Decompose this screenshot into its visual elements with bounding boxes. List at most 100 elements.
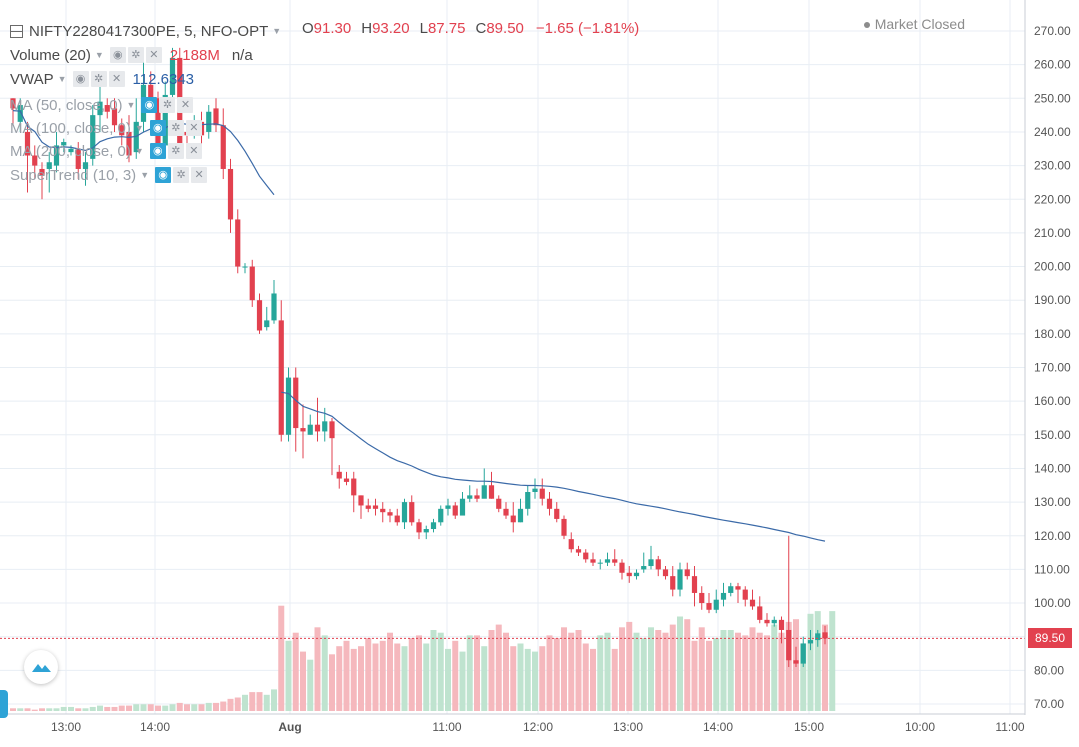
volume-bar [452, 640, 459, 711]
chevron-down-icon[interactable]: ▼ [57, 74, 67, 84]
candle-body [561, 518, 567, 536]
volume-bar [829, 611, 836, 711]
indicator-supertrend-name[interactable]: SuperTrend (10, 3) [10, 166, 137, 184]
price-tick-label: 150.00 [1034, 428, 1071, 442]
gear-icon[interactable]: ✲ [167, 120, 184, 136]
volume-bar [619, 627, 625, 711]
indicator-volume-name[interactable]: Volume (20) [10, 46, 91, 64]
close-icon[interactable]: ✕ [185, 120, 202, 136]
indicator-ma100-name[interactable]: MA (100, close, 0) [10, 119, 131, 137]
volume-bar [423, 643, 430, 711]
candle-body [285, 377, 292, 435]
eye-icon[interactable]: ◉ [155, 167, 172, 183]
gear-icon[interactable]: ✲ [173, 167, 190, 183]
price-tick-label: 260.00 [1034, 58, 1071, 72]
indicator-ma200-name[interactable]: MA (200, close, 0) [10, 142, 131, 160]
volume-bar [510, 646, 517, 711]
gear-icon[interactable]: ✲ [90, 71, 107, 87]
sidebar-toggle[interactable] [0, 690, 8, 718]
volume-bar [10, 708, 16, 711]
volume-bar [176, 702, 183, 711]
indicator-ma200[interactable]: MA (200, close, 0) ▼ ◉ ✲ ✕ [10, 140, 204, 162]
indicator-ma100[interactable]: MA (100, close, 0) ▼ ◉ ✲ ✕ [10, 117, 204, 139]
candle-body [633, 572, 640, 577]
candle-body [271, 293, 277, 321]
gear-icon[interactable]: ✲ [159, 97, 176, 113]
candle-body [452, 505, 458, 516]
indicator-vwap-value: 112.6343 [132, 70, 194, 88]
indicator-volume-value: 2.188M [169, 46, 220, 64]
chevron-down-icon[interactable]: ▼ [134, 146, 144, 156]
volume-bar [140, 704, 147, 711]
volume-bar [24, 708, 31, 711]
candle-body [438, 508, 444, 523]
volume-bar [256, 692, 263, 711]
candle-body [474, 495, 480, 499]
volume-bar [568, 632, 575, 711]
volume-bar [31, 709, 38, 711]
volume-bar [198, 704, 205, 711]
close-icon[interactable]: ✕ [145, 47, 162, 63]
tradingview-logo-button[interactable] [24, 650, 58, 684]
volume-bar [242, 694, 248, 711]
candle-body [670, 576, 676, 590]
chevron-down-icon[interactable]: ▼ [272, 26, 282, 36]
chevron-down-icon[interactable]: ▼ [94, 50, 104, 60]
close-icon[interactable]: ✕ [185, 143, 202, 159]
chevron-down-icon[interactable]: ▼ [126, 100, 136, 110]
volume-bar [82, 708, 89, 711]
time-tick-label: 10:00 [905, 720, 935, 734]
candle-body [793, 660, 799, 664]
indicator-supertrend[interactable]: SuperTrend (10, 3) ▼ ◉ ✲ ✕ [10, 164, 209, 186]
eye-icon[interactable]: ◉ [149, 120, 166, 136]
eye-icon[interactable]: ◉ [141, 97, 158, 113]
indicator-ma50[interactable]: MA (50, close, 0) ▼ ◉ ✲ ✕ [10, 94, 195, 116]
volume-bar [358, 646, 364, 711]
indicator-vwap[interactable]: VWAP ▼ ◉ ✲ ✕ 112.6343 [10, 68, 194, 90]
volume-bar [437, 632, 444, 711]
symbol-title[interactable]: NIFTY2280417300PE, 5, NFO-OPT [29, 22, 269, 40]
volume-bar [227, 698, 234, 711]
close-icon[interactable]: ✕ [177, 97, 194, 113]
candle-body [539, 488, 545, 499]
candle-body [604, 559, 611, 563]
candle-body [800, 643, 806, 664]
volume-bar [677, 616, 683, 711]
gear-icon[interactable]: ✲ [127, 47, 144, 63]
chevron-down-icon[interactable]: ▼ [140, 170, 150, 180]
volume-bar [379, 640, 386, 711]
price-tick-label: 200.00 [1034, 260, 1071, 274]
close-icon[interactable]: ✕ [108, 71, 125, 87]
volume-bar [481, 646, 488, 711]
volume-bar [97, 705, 103, 711]
candle-body [278, 320, 284, 435]
eye-icon[interactable]: ◉ [72, 71, 89, 87]
candle-body [459, 498, 466, 516]
candle-body [684, 569, 690, 577]
candle-body [778, 619, 785, 630]
candle-body [90, 115, 96, 159]
candle-body [525, 492, 531, 509]
eye-icon[interactable]: ◉ [149, 143, 166, 159]
candle-body [771, 619, 777, 624]
chevron-down-icon[interactable]: ▼ [134, 123, 144, 133]
indicator-vwap-name[interactable]: VWAP [10, 70, 54, 88]
candle-body [749, 599, 756, 607]
volume-bar [39, 708, 45, 711]
gear-icon[interactable]: ✲ [167, 143, 184, 159]
candle-body [583, 552, 589, 560]
volume-bar [532, 651, 538, 711]
eye-icon[interactable]: ◉ [109, 47, 126, 63]
candle-body [82, 162, 89, 169]
candle-body [314, 424, 321, 432]
candle-body [699, 592, 705, 604]
volume-bar [764, 635, 770, 711]
volume-bar [89, 706, 96, 711]
close-icon[interactable]: ✕ [191, 167, 208, 183]
indicator-ma50-name[interactable]: MA (50, close, 0) [10, 96, 123, 114]
volume-bar [546, 635, 553, 711]
indicator-volume[interactable]: Volume (20) ▼ ◉ ✲ ✕ 2.188M n/a [10, 44, 253, 66]
volume-bar [220, 701, 227, 711]
symbol-row[interactable]: NIFTY2280417300PE, 5, NFO-OPT ▼ [10, 20, 287, 42]
